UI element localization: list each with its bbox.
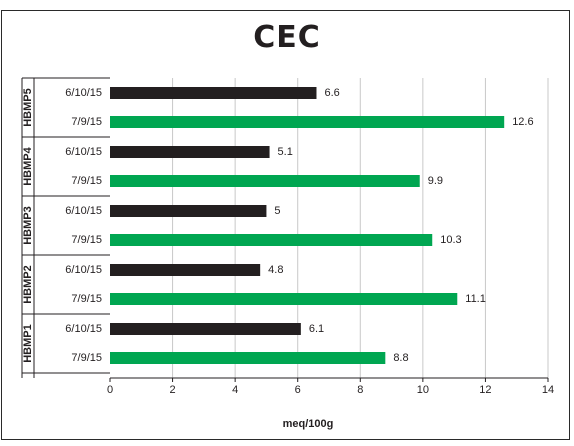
- date-label: 6/10/15: [65, 205, 102, 217]
- bar-6-10-15: [110, 87, 317, 99]
- x-tick-label: 4: [232, 384, 238, 396]
- date-label: 6/10/15: [65, 323, 102, 335]
- value-label: 10.3: [440, 234, 461, 246]
- x-tick-label: 12: [479, 384, 491, 396]
- bar-6-10-15: [110, 146, 270, 158]
- value-label: 9.9: [428, 175, 443, 187]
- value-label: 4.8: [268, 264, 283, 276]
- x-tick-label: 8: [357, 384, 363, 396]
- group-label: HBMP5: [22, 88, 34, 127]
- x-tick-label: 2: [170, 384, 176, 396]
- value-label: 11.1: [465, 293, 486, 305]
- date-label: 6/10/15: [65, 87, 102, 99]
- date-label: 6/10/15: [65, 146, 102, 158]
- chart-title: CEC: [253, 20, 321, 55]
- date-label: 7/9/15: [71, 234, 102, 246]
- bar-6-10-15: [110, 264, 261, 276]
- group-label: HBMP1: [22, 324, 34, 363]
- x-tick-label: 0: [107, 384, 113, 396]
- value-label: 6.1: [309, 323, 324, 335]
- bar-6-10-15: [110, 323, 301, 335]
- value-label: 6.6: [324, 87, 339, 99]
- value-label: 12.6: [512, 116, 533, 128]
- date-label: 6/10/15: [65, 264, 102, 276]
- x-axis-label: meq/100g: [283, 418, 334, 430]
- bar-7-9-15: [110, 293, 458, 305]
- date-label: 7/9/15: [71, 175, 102, 187]
- bar-7-9-15: [110, 234, 433, 246]
- bar-6-10-15: [110, 205, 267, 217]
- bar-7-9-15: [110, 352, 386, 364]
- group-label: HBMP3: [22, 206, 34, 245]
- value-label: 8.8: [393, 352, 408, 364]
- date-label: 7/9/15: [71, 352, 102, 364]
- value-label: 5: [274, 205, 280, 217]
- x-tick-label: 14: [542, 384, 554, 396]
- x-tick-label: 6: [295, 384, 301, 396]
- bar-7-9-15: [110, 116, 505, 128]
- date-label: 7/9/15: [71, 293, 102, 305]
- value-label: 5.1: [278, 146, 293, 158]
- date-label: 7/9/15: [71, 116, 102, 128]
- chart-frame: [1, 10, 570, 440]
- group-label: HBMP2: [22, 265, 34, 304]
- group-label: HBMP4: [22, 146, 34, 185]
- x-tick-label: 10: [417, 384, 429, 396]
- bar-7-9-15: [110, 175, 420, 187]
